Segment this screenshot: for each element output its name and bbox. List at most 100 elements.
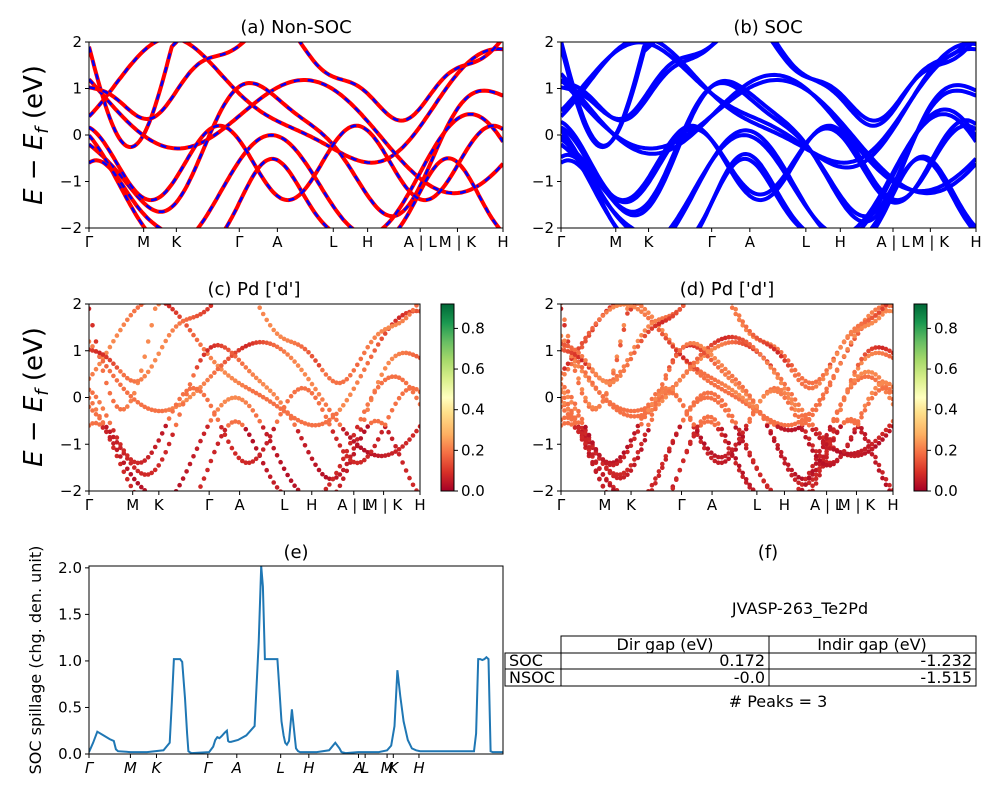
d-point [635, 344, 641, 349]
d-point [716, 338, 721, 343]
d-point [677, 424, 683, 430]
d-point [618, 455, 623, 460]
d-point [862, 451, 868, 456]
d-point [883, 307, 889, 313]
d-point [726, 446, 731, 451]
d-point [778, 380, 784, 386]
d-point [855, 377, 861, 383]
d-point [789, 363, 794, 368]
c-point [152, 444, 158, 450]
c-point [114, 440, 120, 445]
a-band-line [89, 42, 503, 165]
c-point [414, 387, 419, 392]
c-point [163, 338, 168, 344]
d-point [785, 363, 791, 368]
d-point [859, 325, 864, 331]
c-point [351, 459, 357, 465]
c-point [198, 438, 203, 444]
d-point [618, 343, 623, 348]
c-point [139, 460, 144, 465]
d-point [848, 378, 854, 383]
c-point [337, 422, 343, 428]
b-ytick-label: −2 [532, 219, 554, 237]
c-point [128, 394, 134, 399]
c-point [152, 306, 158, 312]
c-point [90, 323, 95, 328]
c-ytick-label: 2 [72, 295, 82, 313]
d-point [792, 477, 798, 483]
c-point [358, 445, 364, 451]
d-point [628, 351, 634, 357]
d-point [876, 310, 882, 315]
c-point [341, 467, 346, 473]
d-point [817, 453, 822, 459]
d-point [586, 445, 592, 450]
c-point [191, 391, 196, 397]
c-point [264, 385, 270, 390]
d-point [705, 354, 711, 359]
d-point [597, 466, 602, 471]
d-point [820, 435, 826, 440]
d-point [824, 371, 829, 376]
c-point [368, 449, 374, 455]
d-point [841, 395, 847, 400]
c-point [142, 488, 147, 491]
c-point [159, 457, 165, 462]
d-point [813, 481, 819, 486]
c-point [348, 373, 353, 378]
d-point [642, 438, 648, 443]
d-point [709, 380, 714, 386]
c-point [368, 354, 374, 360]
c-point [306, 449, 311, 455]
d-point [719, 454, 725, 460]
c-point [142, 472, 147, 477]
c-point [121, 460, 127, 466]
d-point [642, 432, 648, 438]
d-point [681, 417, 686, 423]
d-point [747, 342, 752, 347]
c-point [372, 418, 378, 424]
c-colorbar-label: 0.4 [461, 401, 485, 419]
d-point [719, 363, 725, 368]
c-point [215, 342, 221, 348]
d-point [810, 472, 815, 477]
d-point [681, 373, 686, 379]
d-point [733, 335, 738, 340]
c-ytick-label: 0 [72, 389, 82, 407]
c-point [365, 450, 371, 455]
d-point [723, 459, 728, 464]
c-point [100, 359, 106, 364]
c-point [407, 475, 412, 481]
d-point [866, 401, 871, 407]
c-point [372, 452, 378, 458]
d-point [684, 342, 690, 347]
d-point [579, 354, 585, 359]
c-point [264, 467, 270, 473]
d-point [876, 468, 882, 473]
d-point [572, 368, 578, 374]
d-point [698, 435, 704, 441]
d-point [639, 416, 644, 421]
d-point [848, 416, 854, 422]
c-point [337, 483, 343, 489]
d-point [579, 344, 585, 350]
c-point [114, 378, 120, 383]
d-point [619, 490, 622, 491]
d-point [887, 387, 892, 392]
c-point [379, 453, 385, 459]
d-point [761, 356, 766, 361]
d-point [862, 374, 868, 380]
d-point [859, 448, 864, 454]
c-point [135, 460, 141, 466]
d-point [733, 382, 738, 387]
c-point [302, 421, 308, 426]
d-point [817, 431, 822, 436]
d-point [726, 390, 731, 396]
panel-f-table: JVASP-263_Te2Pd Dir gap (eV) Indir gap (… [504, 599, 977, 711]
c-point [320, 397, 325, 402]
d-point [632, 414, 637, 419]
c-point [302, 443, 308, 448]
d-point [743, 342, 749, 348]
d-point [719, 336, 725, 342]
